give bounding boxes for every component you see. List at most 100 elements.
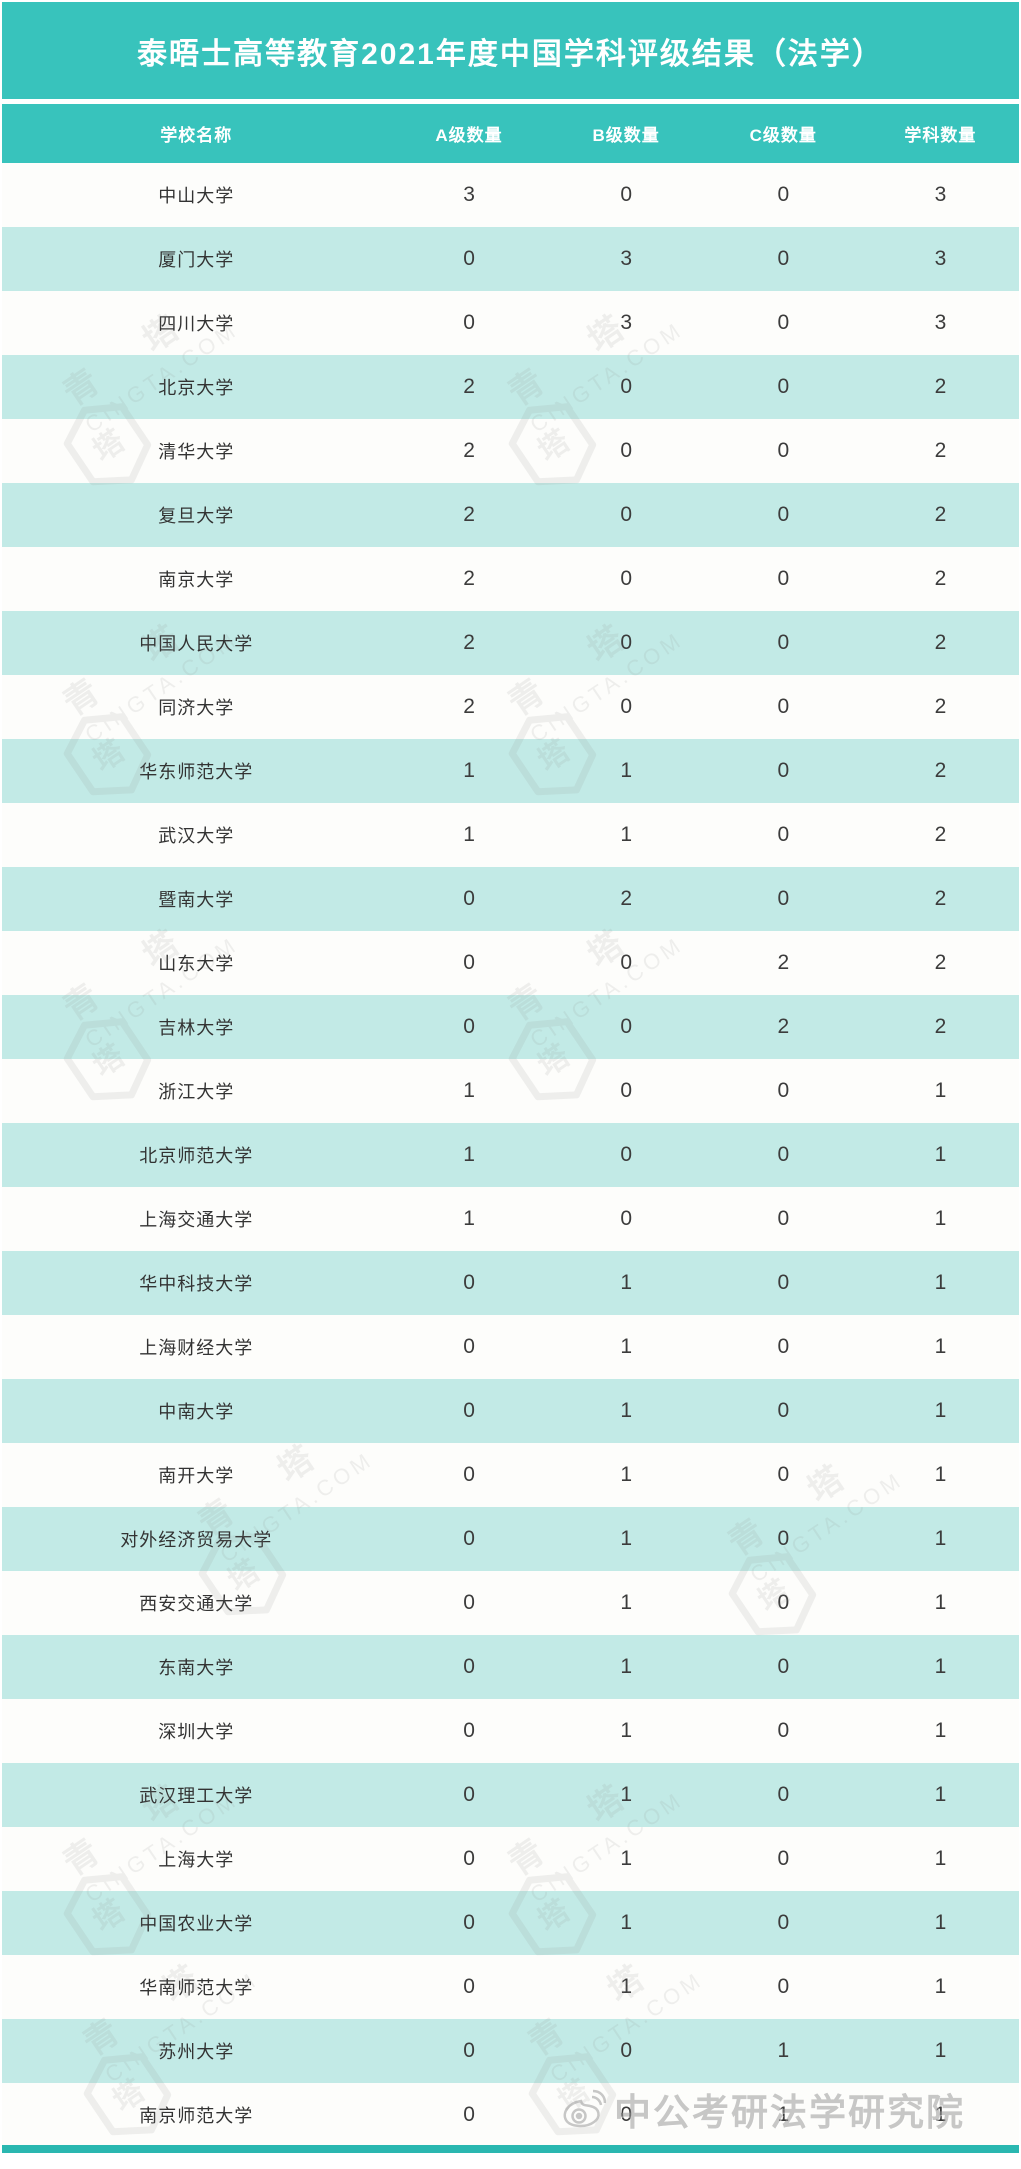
cell-b-count: 0 bbox=[620, 2039, 633, 2062]
table-row: 华中科技大学 0 1 0 1 bbox=[2, 1251, 1019, 1315]
column-header: 学校名称 bbox=[160, 126, 233, 145]
cell-subject-count: 1 bbox=[934, 1335, 947, 1358]
cell-c-count: 0 bbox=[777, 567, 790, 590]
table-row: 华南师范大学 0 1 0 1 bbox=[2, 1955, 1019, 2019]
cell-school: 同济大学 bbox=[158, 698, 235, 718]
cell-subject-count: 2 bbox=[934, 631, 947, 654]
table-row: 南开大学 0 1 0 1 bbox=[2, 1443, 1019, 1507]
table-row: 清华大学 2 0 0 2 bbox=[2, 419, 1019, 483]
cell-subject-count: 2 bbox=[934, 695, 947, 718]
cell-b-count: 1 bbox=[620, 1527, 633, 1550]
cell-b-count: 0 bbox=[620, 183, 633, 206]
cell-c-count: 0 bbox=[777, 1911, 790, 1934]
cell-c-count: 0 bbox=[777, 1591, 790, 1614]
cell-b-count: 1 bbox=[620, 1975, 633, 1998]
table-row: 深圳大学 0 1 0 1 bbox=[2, 1699, 1019, 1763]
cell-c-count: 0 bbox=[777, 439, 790, 462]
cell-school: 对外经济贸易大学 bbox=[120, 1530, 273, 1550]
cell-c-count: 0 bbox=[777, 1207, 790, 1230]
cell-a-count: 0 bbox=[463, 2039, 475, 2062]
cell-subject-count: 2 bbox=[934, 375, 947, 398]
cell-c-count: 0 bbox=[777, 1143, 790, 1166]
cell-school: 厦门大学 bbox=[158, 250, 235, 270]
cell-c-count: 0 bbox=[777, 695, 790, 718]
page-title: 泰晤士高等教育2021年度中国学科评级结果（法学） bbox=[137, 37, 884, 71]
cell-b-count: 0 bbox=[620, 567, 633, 590]
cell-c-count: 0 bbox=[777, 1335, 790, 1358]
table-row: 中南大学 0 1 0 1 bbox=[2, 1379, 1019, 1443]
cell-a-count: 2 bbox=[463, 631, 475, 654]
cell-c-count: 0 bbox=[777, 1783, 790, 1806]
cell-c-count: 0 bbox=[777, 887, 790, 910]
cell-b-count: 0 bbox=[620, 1207, 633, 1230]
cell-subject-count: 1 bbox=[934, 1271, 947, 1294]
title-bar: 泰晤士高等教育2021年度中国学科评级结果（法学） bbox=[2, 2, 1019, 99]
cell-b-count: 0 bbox=[620, 631, 633, 654]
cell-c-count: 1 bbox=[777, 2039, 790, 2062]
cell-b-count: 0 bbox=[620, 503, 633, 526]
cell-subject-count: 2 bbox=[934, 439, 947, 462]
cell-subject-count: 1 bbox=[934, 1655, 947, 1678]
cell-school: 中国人民大学 bbox=[139, 634, 254, 654]
cell-school: 南京师范大学 bbox=[139, 2106, 254, 2126]
column-header: A级数量 bbox=[435, 126, 503, 145]
cell-a-count: 1 bbox=[463, 759, 475, 782]
cell-subject-count: 1 bbox=[934, 1783, 947, 1806]
table-row: 苏州大学 0 0 1 1 bbox=[2, 2019, 1019, 2083]
table-row: 西安交通大学 0 1 0 1 bbox=[2, 1571, 1019, 1635]
cell-b-count: 1 bbox=[620, 1399, 633, 1422]
cell-school: 武汉大学 bbox=[158, 826, 235, 846]
cell-a-count: 2 bbox=[463, 695, 475, 718]
cell-a-count: 0 bbox=[463, 1975, 475, 1998]
cell-subject-count: 1 bbox=[934, 2039, 947, 2062]
cell-c-count: 0 bbox=[777, 311, 790, 334]
cell-b-count: 1 bbox=[620, 1847, 633, 1870]
table-row: 中山大学 3 0 0 3 bbox=[2, 163, 1019, 227]
cell-b-count: 3 bbox=[620, 247, 633, 270]
cell-b-count: 1 bbox=[620, 1271, 633, 1294]
bottom-accent-bar bbox=[2, 2145, 1019, 2153]
column-header: C级数量 bbox=[749, 126, 817, 145]
cell-a-count: 2 bbox=[463, 567, 475, 590]
cell-a-count: 2 bbox=[463, 503, 475, 526]
cell-b-count: 1 bbox=[620, 823, 633, 846]
cell-c-count: 0 bbox=[777, 183, 790, 206]
cell-school: 华中科技大学 bbox=[139, 1274, 254, 1294]
cell-a-count: 0 bbox=[463, 2103, 475, 2126]
table-row: 吉林大学 0 0 2 2 bbox=[2, 995, 1019, 1059]
cell-school: 北京大学 bbox=[158, 378, 235, 398]
table-row: 四川大学 0 3 0 3 bbox=[2, 291, 1019, 355]
table-row: 同济大学 2 0 0 2 bbox=[2, 675, 1019, 739]
cell-school: 上海财经大学 bbox=[139, 1338, 254, 1358]
cell-c-count: 0 bbox=[777, 1847, 790, 1870]
cell-school: 吉林大学 bbox=[158, 1018, 235, 1038]
cell-a-count: 0 bbox=[463, 1271, 475, 1294]
cell-subject-count: 1 bbox=[934, 1719, 947, 1742]
cell-school: 苏州大学 bbox=[158, 2042, 235, 2062]
cell-c-count: 0 bbox=[777, 1271, 790, 1294]
cell-b-count: 0 bbox=[620, 439, 633, 462]
cell-a-count: 0 bbox=[463, 1399, 475, 1422]
table-row: 厦门大学 0 3 0 3 bbox=[2, 227, 1019, 291]
cell-school: 暨南大学 bbox=[158, 890, 235, 910]
cell-school: 复旦大学 bbox=[158, 506, 235, 526]
cell-b-count: 1 bbox=[620, 1463, 633, 1486]
cell-c-count: 0 bbox=[777, 247, 790, 270]
cell-school: 西安交通大学 bbox=[139, 1594, 254, 1614]
cell-school: 华东师范大学 bbox=[139, 762, 254, 782]
cell-c-count: 0 bbox=[777, 503, 790, 526]
cell-subject-count: 1 bbox=[934, 1527, 947, 1550]
cell-a-count: 0 bbox=[463, 1847, 475, 1870]
cell-c-count: 1 bbox=[777, 2103, 790, 2126]
cell-a-count: 0 bbox=[463, 1591, 475, 1614]
cell-a-count: 1 bbox=[463, 823, 475, 846]
cell-c-count: 0 bbox=[777, 375, 790, 398]
cell-c-count: 0 bbox=[777, 1399, 790, 1422]
cell-c-count: 0 bbox=[777, 1719, 790, 1742]
table-row: 上海财经大学 0 1 0 1 bbox=[2, 1315, 1019, 1379]
cell-b-count: 1 bbox=[620, 1783, 633, 1806]
cell-school: 华南师范大学 bbox=[139, 1978, 254, 1998]
table-row: 武汉大学 1 1 0 2 bbox=[2, 803, 1019, 867]
cell-school: 北京师范大学 bbox=[139, 1146, 254, 1166]
cell-school: 深圳大学 bbox=[158, 1722, 235, 1742]
